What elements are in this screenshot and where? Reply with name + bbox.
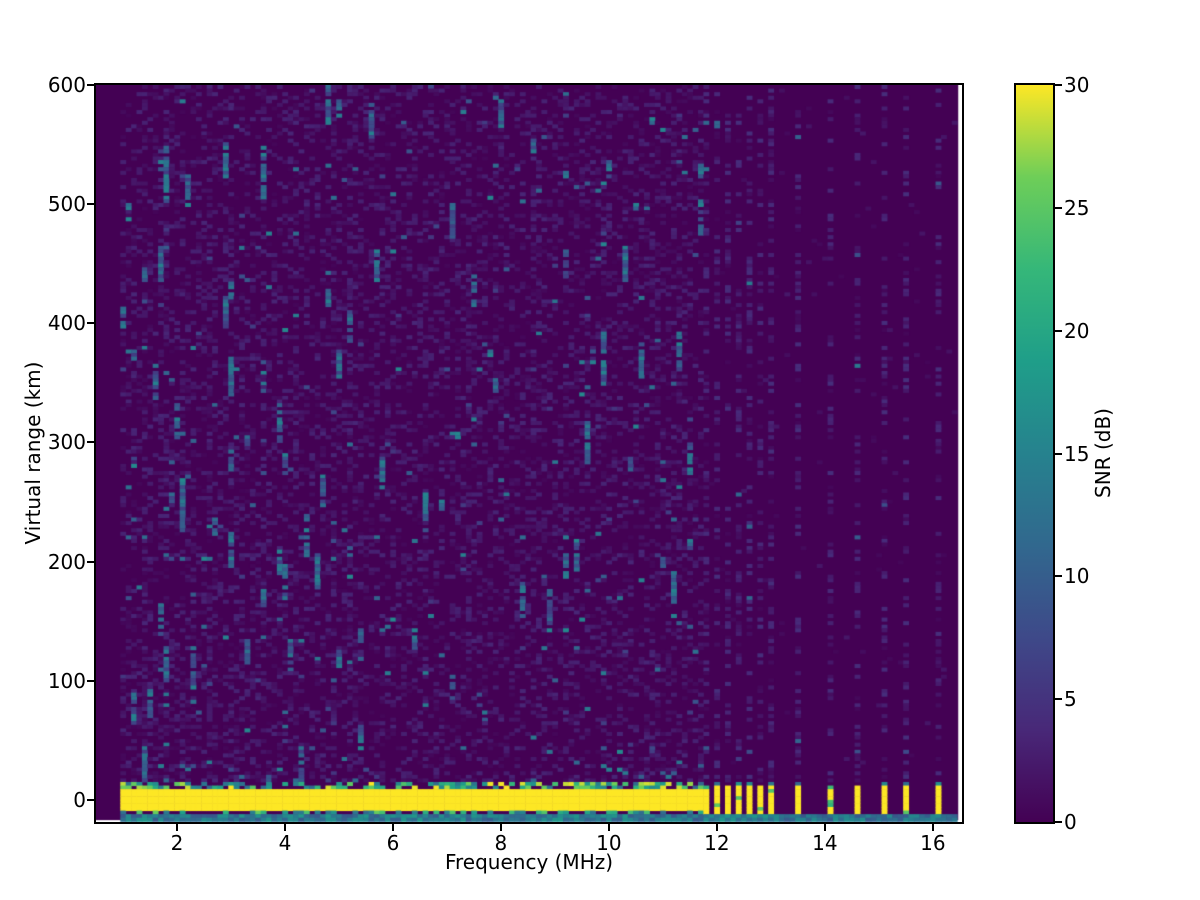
colorbar-tick-mark bbox=[1055, 698, 1062, 701]
colorbar-tick-label: 0 bbox=[1064, 810, 1077, 834]
y-tick-label: 0 bbox=[73, 787, 86, 812]
y-axis-label: Virtual range (km) bbox=[21, 361, 45, 545]
colorbar-tick-label: 15 bbox=[1064, 441, 1090, 466]
x-tick-label: 12 bbox=[704, 831, 730, 855]
y-tick-label: 300 bbox=[47, 430, 86, 455]
colorbar-tick-mark bbox=[1055, 206, 1062, 209]
x-tick-mark bbox=[823, 824, 826, 831]
y-tick-label: 400 bbox=[47, 311, 86, 336]
colorbar bbox=[1014, 83, 1055, 824]
x-tick-mark bbox=[499, 824, 502, 831]
colorbar-tick-mark bbox=[1055, 329, 1062, 332]
colorbar-tick-mark bbox=[1055, 575, 1062, 578]
colorbar-tick-label: 5 bbox=[1064, 687, 1077, 712]
x-tick-mark bbox=[391, 824, 394, 831]
x-axis-label: Frequency (MHz) bbox=[444, 850, 614, 874]
x-tick-mark bbox=[607, 824, 610, 831]
heatmap-canvas bbox=[96, 85, 962, 822]
y-tick-mark bbox=[87, 203, 94, 206]
colorbar-tick-label: 10 bbox=[1064, 564, 1090, 589]
plot-area bbox=[94, 83, 964, 824]
colorbar-label: SNR (dB) bbox=[1091, 408, 1115, 498]
y-tick-mark bbox=[87, 441, 94, 444]
colorbar-tick-label: 30 bbox=[1064, 73, 1090, 97]
x-tick-label: 6 bbox=[386, 831, 400, 855]
colorbar-tick-mark bbox=[1055, 452, 1062, 455]
x-tick-label: 16 bbox=[920, 831, 946, 855]
x-tick-label: 14 bbox=[812, 831, 838, 855]
y-tick-label: 500 bbox=[47, 192, 86, 217]
x-tick-mark bbox=[175, 824, 178, 831]
y-tick-mark bbox=[87, 560, 94, 563]
x-tick-mark bbox=[283, 824, 286, 831]
colorbar-tick-label: 25 bbox=[1064, 195, 1090, 220]
colorbar-gradient bbox=[1016, 85, 1053, 822]
x-tick-mark bbox=[715, 824, 718, 831]
colorbar-tick-mark bbox=[1055, 84, 1062, 86]
y-tick-label: 600 bbox=[47, 73, 86, 97]
x-tick-mark bbox=[931, 824, 934, 831]
y-tick-label: 100 bbox=[47, 668, 86, 693]
colorbar-tick-label: 20 bbox=[1064, 318, 1090, 343]
y-tick-mark bbox=[87, 322, 94, 325]
y-tick-mark bbox=[87, 679, 94, 682]
colorbar-tick-mark bbox=[1055, 821, 1062, 823]
x-tick-label: 4 bbox=[278, 831, 292, 855]
x-tick-label: 10 bbox=[596, 831, 622, 855]
x-tick-label: 2 bbox=[170, 831, 184, 855]
x-tick-label: 8 bbox=[494, 831, 508, 855]
y-tick-mark bbox=[87, 798, 94, 801]
y-tick-label: 200 bbox=[47, 549, 86, 574]
y-tick-mark bbox=[87, 84, 94, 86]
